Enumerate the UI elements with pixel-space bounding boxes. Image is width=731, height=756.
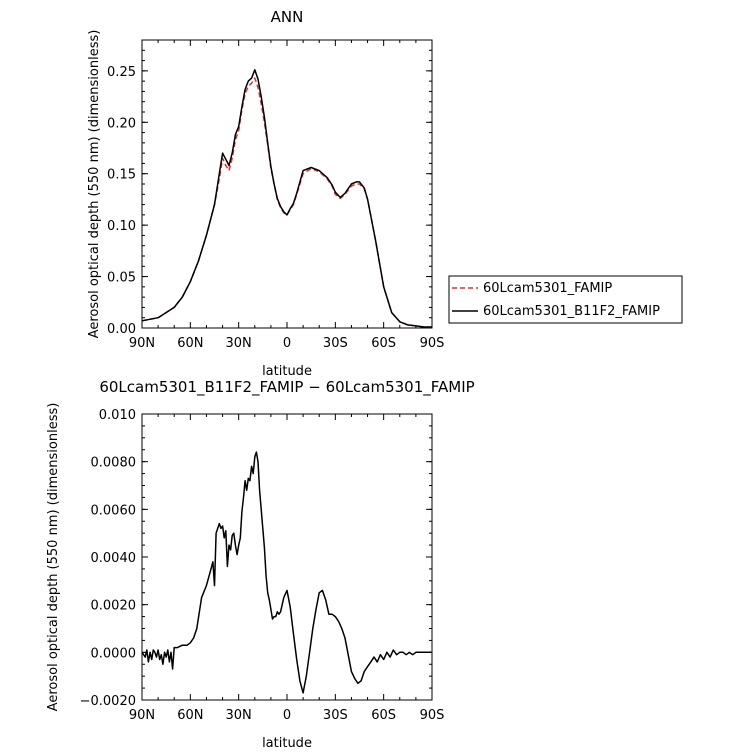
top-x-tick-label: 90S [420,336,445,351]
top-y-tick-label: 0.00 [107,322,136,337]
top-x-axis-label: latitude [262,364,312,379]
bottom-y-axis-label: Aerosol optical depth (550 nm) (dimensio… [46,403,61,712]
top-x-tick-label: 60S [371,336,396,351]
bottom-panel: 60Lcam5301_B11F2_FAMIP − 60Lcam5301_FAMI… [46,378,475,751]
bottom-x-tick-label: 30N [226,708,252,723]
bottom-y-tick-label: −0.0020 [80,694,136,709]
top-x-tick-label: 0 [283,336,291,351]
bottom-x-tick-label: 60N [177,708,203,723]
bottom-x-tick-label: 90S [420,708,445,723]
top-x-tick-label: 90N [129,336,155,351]
legend-label-famip: 60Lcam5301_FAMIP [483,281,612,296]
top-x-tick-label: 30N [226,336,252,351]
bottom-y-tick-label: 0.0060 [91,503,137,518]
bottom-axis-ticks: 90N 60N 30N 0 30S 60S 90S −0.0020 0.0000 0.0020 0.… [80,408,445,723]
top-panel: ANN latitude Aerosol optical depth (550 … [87,8,444,379]
top-x-tick-label: 30S [323,336,348,351]
bottom-series-line-0 [141,451,432,694]
top-y-tick-label: 0.15 [107,168,136,183]
bottom-y-tick-label: 0.0000 [91,646,137,661]
bottom-series-group [141,451,432,694]
bottom-y-tick-label: 0.0040 [91,551,137,566]
legend: 60Lcam5301_FAMIP 60Lcam5301_B11F2_FAMIP [448,275,683,324]
top-y-axis-label: Aerosol optical depth (550 nm) (dimensio… [87,30,102,339]
top-panel-title: ANN [271,8,304,26]
bottom-plot-frame [141,413,433,701]
top-axis-ticks: 90N 60N 30N 0 30S 60S 90S 0.00 0.05 0.10 0.15 0.20 0… [107,39,445,351]
top-series-group [141,69,432,328]
bottom-y-tick-label: 0.0080 [91,456,137,471]
top-y-tick-label: 0.10 [107,219,136,234]
top-y-tick-label: 0.25 [107,65,136,80]
top-y-tick-label: 0.05 [107,271,136,286]
bottom-x-tick-label: 60S [371,708,396,723]
top-series-line-1 [141,69,432,328]
bottom-x-tick-label: 30S [323,708,348,723]
legend-box [448,275,683,324]
top-plot-frame [141,39,433,329]
top-x-tick-label: 60N [177,336,203,351]
bottom-x-tick-label: 0 [283,708,291,723]
bottom-y-tick-label: 0.0020 [91,599,137,614]
top-y-tick-label: 0.20 [107,116,136,131]
bottom-x-axis-label: latitude [262,736,312,751]
legend-label-b11f2: 60Lcam5301_B11F2_FAMIP [483,304,660,319]
bottom-y-tick-label: 0.010 [99,408,136,423]
bottom-panel-title: 60Lcam5301_B11F2_FAMIP − 60Lcam5301_FAMI… [99,378,474,397]
bottom-x-tick-label: 90N [129,708,155,723]
